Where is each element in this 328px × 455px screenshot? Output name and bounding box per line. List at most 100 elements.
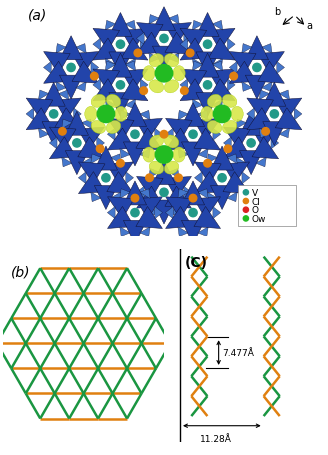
Polygon shape [198, 228, 208, 237]
Polygon shape [198, 111, 208, 121]
Polygon shape [140, 149, 150, 159]
Polygon shape [184, 187, 192, 199]
Ellipse shape [143, 66, 155, 81]
Polygon shape [38, 91, 49, 101]
Circle shape [243, 207, 249, 213]
Polygon shape [275, 108, 302, 131]
Polygon shape [136, 24, 163, 46]
Polygon shape [181, 142, 205, 167]
Ellipse shape [222, 121, 237, 134]
Polygon shape [180, 80, 188, 92]
Circle shape [253, 64, 261, 72]
Polygon shape [105, 21, 116, 31]
Polygon shape [259, 129, 270, 138]
Polygon shape [192, 62, 203, 71]
Polygon shape [121, 70, 148, 92]
Polygon shape [196, 93, 219, 117]
Polygon shape [195, 162, 221, 185]
Polygon shape [56, 45, 66, 54]
Polygon shape [120, 228, 130, 237]
Circle shape [189, 209, 197, 217]
Polygon shape [227, 39, 235, 51]
Polygon shape [194, 119, 220, 141]
Ellipse shape [85, 107, 97, 122]
Polygon shape [192, 59, 203, 69]
Circle shape [116, 41, 125, 49]
Text: (a): (a) [28, 8, 47, 22]
Polygon shape [153, 47, 175, 71]
Polygon shape [62, 158, 72, 167]
Polygon shape [91, 62, 99, 74]
Polygon shape [140, 189, 150, 199]
Ellipse shape [173, 66, 185, 81]
Polygon shape [125, 59, 136, 69]
Ellipse shape [106, 95, 121, 108]
Polygon shape [178, 189, 188, 199]
Polygon shape [230, 52, 256, 75]
Polygon shape [258, 62, 284, 84]
Polygon shape [78, 162, 105, 185]
Polygon shape [165, 187, 192, 209]
Polygon shape [165, 177, 192, 199]
Polygon shape [82, 120, 92, 130]
Polygon shape [227, 80, 235, 92]
Polygon shape [109, 14, 132, 37]
Polygon shape [230, 62, 256, 84]
Polygon shape [198, 189, 208, 199]
Polygon shape [259, 91, 270, 101]
Polygon shape [38, 129, 49, 138]
Circle shape [262, 128, 269, 136]
Polygon shape [120, 189, 130, 199]
Polygon shape [136, 197, 162, 219]
Polygon shape [140, 80, 148, 92]
Polygon shape [44, 62, 51, 74]
Polygon shape [78, 172, 86, 184]
Polygon shape [209, 70, 235, 92]
Polygon shape [93, 39, 119, 61]
Polygon shape [105, 62, 116, 71]
Polygon shape [125, 21, 136, 31]
Ellipse shape [149, 136, 164, 149]
Polygon shape [195, 172, 221, 194]
Polygon shape [153, 161, 175, 185]
Polygon shape [82, 158, 92, 167]
Polygon shape [54, 99, 81, 121]
Polygon shape [120, 111, 130, 121]
Polygon shape [97, 137, 105, 150]
Circle shape [59, 128, 66, 136]
Polygon shape [247, 109, 255, 121]
Polygon shape [136, 119, 162, 141]
Polygon shape [194, 197, 220, 219]
Circle shape [189, 195, 197, 202]
Polygon shape [108, 197, 134, 219]
Polygon shape [242, 172, 250, 184]
Polygon shape [93, 39, 101, 51]
Polygon shape [212, 62, 223, 71]
Ellipse shape [207, 95, 222, 108]
Circle shape [73, 140, 81, 148]
Polygon shape [125, 100, 136, 110]
Polygon shape [58, 91, 69, 101]
Polygon shape [78, 128, 104, 150]
Circle shape [204, 160, 211, 167]
Polygon shape [169, 53, 179, 63]
Polygon shape [236, 120, 246, 130]
Circle shape [270, 111, 278, 119]
Polygon shape [239, 152, 263, 175]
Polygon shape [223, 172, 250, 194]
Polygon shape [181, 182, 205, 206]
Circle shape [230, 73, 237, 81]
Polygon shape [78, 172, 105, 194]
Polygon shape [44, 52, 70, 75]
Polygon shape [58, 129, 69, 138]
Polygon shape [181, 221, 205, 245]
Polygon shape [54, 108, 81, 131]
Circle shape [117, 160, 124, 167]
Polygon shape [247, 108, 274, 131]
Polygon shape [59, 37, 83, 61]
Polygon shape [42, 122, 65, 147]
Polygon shape [93, 80, 119, 101]
Polygon shape [196, 54, 219, 78]
Ellipse shape [164, 136, 179, 149]
Polygon shape [169, 207, 179, 217]
